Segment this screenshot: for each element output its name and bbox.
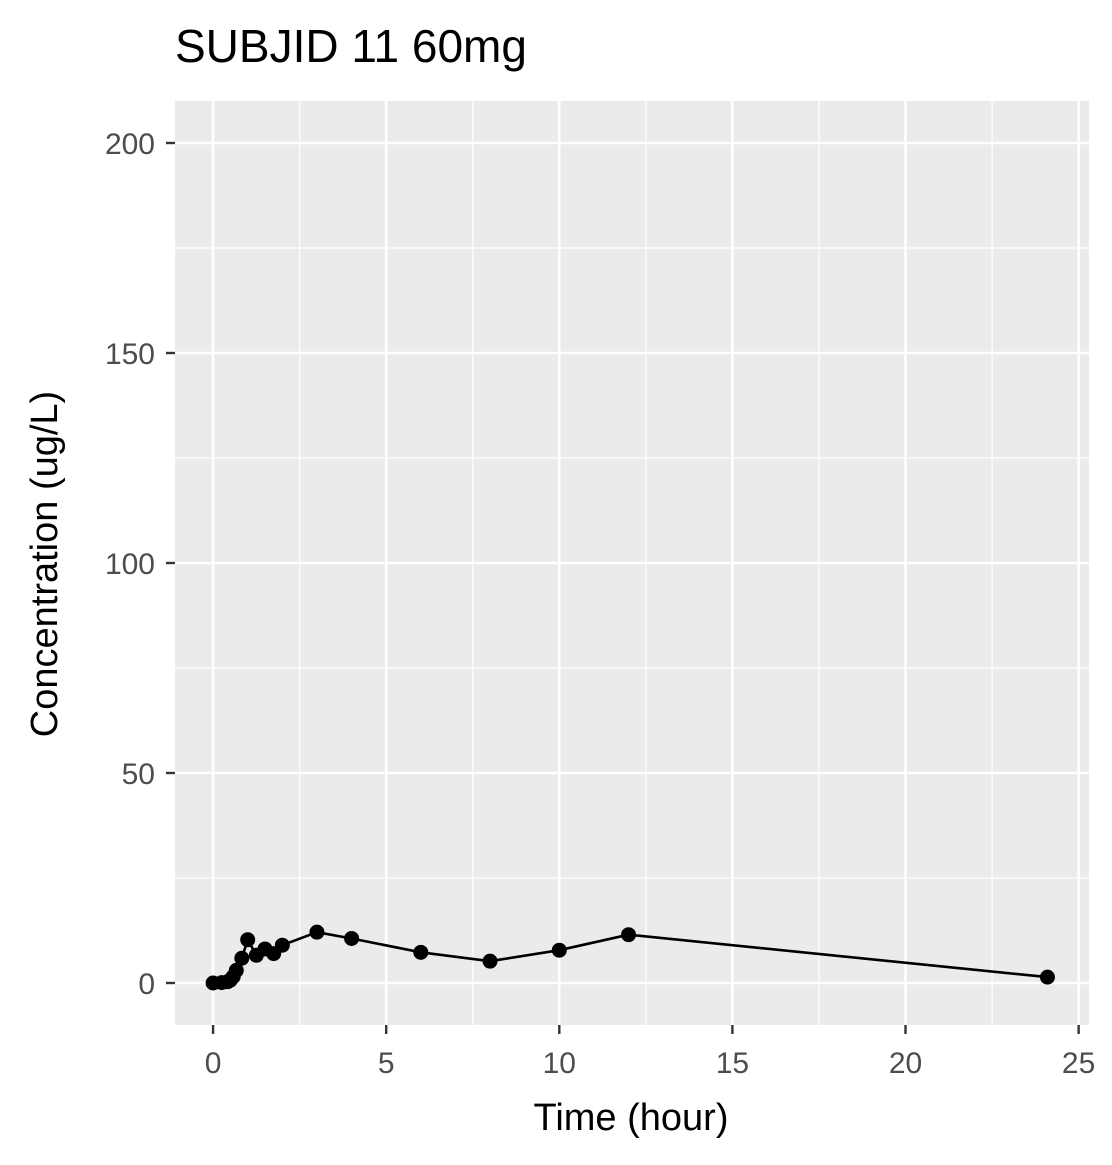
data-point (309, 924, 325, 940)
axis-ticks (166, 141, 1080, 1034)
y-tick-label: 200 (105, 128, 155, 161)
x-tick-label: 15 (716, 1047, 749, 1080)
major-gridlines (175, 101, 1089, 1025)
y-tick-label: 150 (105, 338, 155, 371)
y-tick-labels: 0 50 100 150 200 (105, 128, 155, 1001)
data-point (274, 937, 290, 953)
data-point (551, 942, 567, 958)
x-tick-label: 5 (378, 1047, 395, 1080)
y-tick-label: 0 (138, 968, 155, 1001)
data-point (1039, 969, 1055, 985)
x-tick-label: 25 (1062, 1047, 1095, 1080)
data-points (205, 924, 1055, 991)
y-axis-title: Concentration (ug/L) (24, 391, 66, 737)
chart-title: SUBJID 11 60mg (175, 20, 527, 72)
data-point (228, 962, 244, 978)
x-tick-label: 20 (889, 1047, 922, 1080)
x-tick-labels: 0 5 10 15 20 25 (205, 1047, 1096, 1080)
data-point (240, 932, 256, 948)
x-axis-title: Time (hour) (534, 1097, 729, 1139)
y-tick-label: 100 (105, 548, 155, 581)
y-tick-label: 50 (122, 758, 155, 791)
data-point (344, 930, 360, 946)
x-tick-label: 10 (543, 1047, 576, 1080)
data-point (621, 927, 637, 943)
data-point (482, 953, 498, 969)
data-point (234, 950, 250, 966)
data-point (413, 944, 429, 960)
x-tick-label: 0 (205, 1047, 222, 1080)
